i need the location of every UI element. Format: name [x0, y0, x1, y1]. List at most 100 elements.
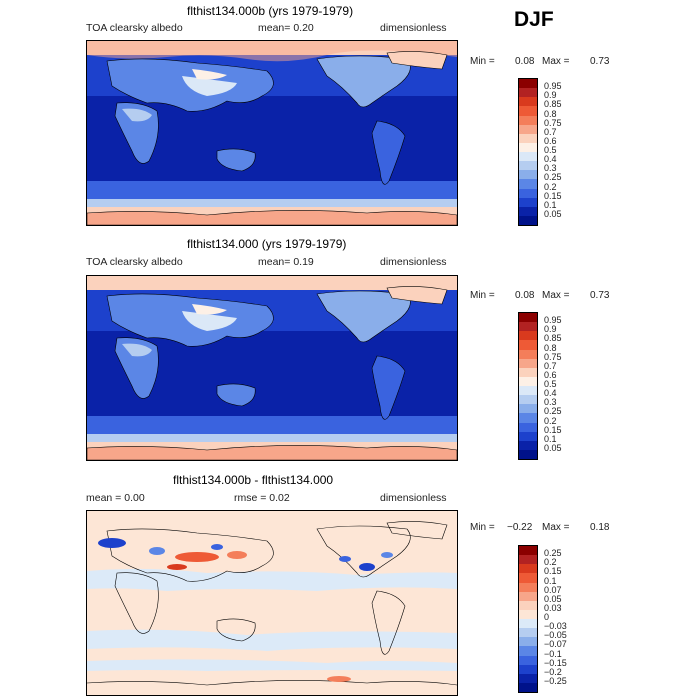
- panel3-map-plot: [87, 511, 457, 695]
- colorbar-swatch: [519, 609, 537, 619]
- panel2-min-label: Min =: [470, 290, 495, 301]
- colorbar-tick-label: 0.75: [544, 117, 562, 128]
- colorbar-swatch: [519, 124, 537, 134]
- colorbar-swatch: [519, 349, 537, 359]
- colorbar-tick-label: 0.8: [544, 342, 557, 353]
- panel2-map-plot: [87, 276, 457, 460]
- colorbar-swatch: [519, 367, 537, 377]
- colorbar-tick-label: 0.7: [544, 126, 557, 137]
- panel3-colorbar-labels: 0.25 0.2 0.15 0.1 0.07 0.05 0.03 0 −0.03…: [544, 545, 588, 693]
- panel2-map: [86, 275, 458, 461]
- panel2-colorbar-labels: 0.95 0.9 0.85 0.8 0.75 0.7 0.6 0.5 0.4 0…: [544, 312, 584, 460]
- colorbar-tick-label: −0.1: [544, 648, 562, 659]
- colorbar-swatch: [519, 142, 537, 152]
- colorbar-tick-label: 0.1: [544, 199, 557, 210]
- panel1-map: [86, 40, 458, 226]
- colorbar-tick-label: 0.9: [544, 324, 557, 335]
- colorbar-swatch: [519, 619, 537, 629]
- panel2-variable-label: TOA clearsky albedo: [86, 256, 183, 268]
- colorbar-tick-label: 0.2: [544, 557, 557, 568]
- colorbar-tick-label: 0.6: [544, 369, 557, 380]
- colorbar-tick-label: 0: [544, 612, 550, 622]
- colorbar-tick-label: 0.5: [544, 379, 557, 389]
- colorbar-tick-label: 0.1: [544, 433, 557, 444]
- colorbar-tick-label: 0.1: [544, 575, 557, 586]
- colorbar-tick-label: 0.3: [544, 163, 557, 174]
- colorbar-swatch: [519, 376, 537, 386]
- colorbar-tick-label: −0.05: [544, 630, 567, 641]
- colorbar-tick-label: 0.9: [544, 90, 557, 101]
- panel2-mean-label: mean= 0.19: [258, 256, 314, 268]
- panel1-max-label: Max =: [542, 56, 570, 67]
- colorbar-swatch: [519, 395, 537, 405]
- colorbar-swatch: [519, 422, 537, 432]
- colorbar-swatch: [519, 215, 537, 225]
- colorbar-swatch: [519, 564, 537, 574]
- panel1-min-label: Min =: [470, 56, 495, 67]
- colorbar-swatch: [519, 106, 537, 116]
- panel2-min-value: 0.08: [515, 290, 535, 301]
- panel1-colorbar: [518, 78, 538, 226]
- colorbar-tick-label: 0.05: [544, 593, 562, 604]
- colorbar-tick-label: 0.25: [544, 406, 562, 417]
- colorbar-swatch: [519, 546, 537, 556]
- panel1-units-label: dimensionless: [380, 22, 447, 34]
- colorbar-tick-label: 0.25: [544, 172, 562, 183]
- colorbar-swatch: [519, 97, 537, 107]
- colorbar-swatch: [519, 637, 537, 647]
- colorbar-tick-label: 0.6: [544, 135, 557, 146]
- panel2-max-label: Max =: [542, 290, 570, 301]
- colorbar-tick-label: 0.2: [544, 181, 557, 192]
- colorbar-swatch: [519, 591, 537, 601]
- colorbar-swatch: [519, 413, 537, 423]
- colorbar-swatch: [519, 404, 537, 414]
- colorbar-tick-label: 0.95: [544, 315, 562, 326]
- colorbar-tick-label: −0.2: [544, 666, 562, 677]
- panel2-colorbar: [518, 312, 538, 460]
- panel3-title: flthist134.000b - flthist134.000: [173, 473, 334, 487]
- colorbar-swatch: [519, 88, 537, 98]
- colorbar-tick-label: 0.4: [544, 154, 557, 165]
- panel3-map: [86, 510, 458, 696]
- colorbar-swatch: [519, 79, 537, 89]
- colorbar-tick-label: 0.95: [544, 81, 562, 92]
- colorbar-swatch: [519, 152, 537, 162]
- colorbar-swatch: [519, 358, 537, 368]
- panel3-min-label: Min =: [470, 522, 495, 533]
- colorbar-swatch: [519, 179, 537, 189]
- panel2-max-value: 0.73: [590, 290, 610, 301]
- colorbar-tick-label: 0.3: [544, 397, 557, 408]
- colorbar-swatch: [519, 133, 537, 143]
- colorbar-tick-label: 0.2: [544, 415, 557, 426]
- colorbar-swatch: [519, 573, 537, 583]
- panel1-map-plot: [87, 41, 457, 225]
- panel3-units-label: dimensionless: [380, 492, 447, 504]
- colorbar-tick-label: −0.07: [544, 639, 567, 650]
- colorbar-tick-label: 0.03: [544, 602, 562, 613]
- colorbar-swatch: [519, 628, 537, 638]
- colorbar-swatch: [519, 170, 537, 180]
- panel3-min-value: −0.22: [507, 522, 533, 533]
- panel1-mean-label: mean= 0.20: [258, 22, 314, 34]
- panel1-variable-label: TOA clearsky albedo: [86, 22, 183, 34]
- panel1-title: flthist134.000b (yrs 1979-1979): [187, 4, 354, 18]
- panel3-colorbar: [518, 545, 538, 693]
- colorbar-swatch: [519, 449, 537, 459]
- colorbar-swatch: [519, 600, 537, 610]
- colorbar-swatch: [519, 655, 537, 665]
- colorbar-tick-label: 0.05: [544, 442, 562, 453]
- colorbar-swatch: [519, 188, 537, 198]
- colorbar-swatch: [519, 664, 537, 674]
- colorbar-tick-label: 0.5: [544, 145, 557, 155]
- colorbar-tick-label: 0.85: [544, 333, 562, 344]
- colorbar-swatch: [519, 161, 537, 171]
- colorbar-swatch: [519, 331, 537, 341]
- panel2-title: flthist134.000 (yrs 1979-1979): [187, 237, 347, 251]
- panel1-max-value: 0.73: [590, 56, 610, 67]
- colorbar-tick-label: 0.75: [544, 351, 562, 362]
- colorbar-swatch: [519, 115, 537, 125]
- colorbar-swatch: [519, 431, 537, 441]
- colorbar-tick-label: 0.25: [544, 548, 562, 559]
- colorbar-swatch: [519, 322, 537, 332]
- colorbar-tick-label: 0.07: [544, 584, 562, 595]
